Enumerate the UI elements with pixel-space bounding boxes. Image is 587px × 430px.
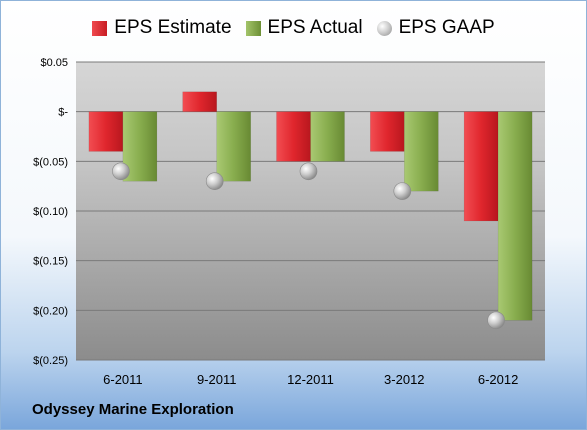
legend-label-estimate: EPS Estimate — [114, 17, 232, 38]
bar-estimate — [276, 111, 311, 162]
bar-estimate — [370, 111, 405, 152]
y-tick-label: $(0.10) — [33, 206, 68, 218]
marker-gaap — [112, 162, 130, 181]
marker-gaap — [393, 182, 412, 200]
bar-estimate — [182, 91, 217, 112]
legend-swatch-actual — [245, 20, 261, 36]
y-tick-label: $0.05 — [40, 57, 68, 69]
legend-item-gaap: EPS GAAP — [376, 17, 495, 39]
company-name: Odyssey Marine Exploration — [32, 401, 234, 418]
x-tick-label: 3-2012 — [384, 372, 424, 387]
marker-gaap — [205, 172, 224, 190]
legend-marker-gaap — [376, 20, 392, 36]
y-tick-label: $(0.15) — [33, 256, 68, 268]
bar-actual — [216, 111, 251, 182]
bar-actual — [310, 111, 345, 162]
x-tick-label: 12-2011 — [287, 372, 334, 387]
x-tick-label: 6-2012 — [478, 372, 518, 387]
legend-label-gaap: EPS GAAP — [398, 17, 495, 38]
marker-gaap — [299, 162, 318, 181]
legend-swatch-estimate — [92, 20, 108, 36]
bar-actual — [497, 111, 533, 321]
bar-actual — [404, 111, 439, 192]
legend-label-actual: EPS Actual — [267, 17, 363, 38]
x-tick-label: 6-2011 — [103, 372, 143, 387]
marker-gaap — [487, 311, 505, 330]
y-tick-label: $(0.05) — [33, 156, 68, 168]
bar-estimate — [463, 111, 499, 222]
x-tick-label: 9-2011 — [197, 372, 237, 387]
chart-legend: EPS Estimate EPS Actual EPS GAAP — [0, 14, 587, 42]
bar-estimate — [88, 111, 124, 152]
y-tick-label: $(0.20) — [33, 305, 68, 317]
y-tick-label: $(0.25) — [33, 355, 68, 367]
legend-item-actual: EPS Actual — [245, 17, 363, 39]
legend-item-estimate: EPS Estimate — [92, 17, 232, 39]
y-tick-label: $- — [58, 107, 68, 119]
